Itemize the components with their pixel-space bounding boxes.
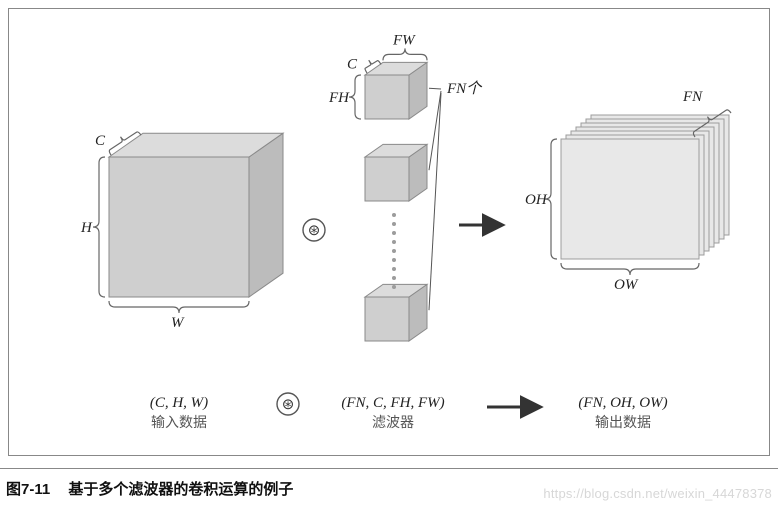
svg-text:FH: FH (328, 90, 350, 106)
footer-rule (0, 468, 778, 469)
svg-text:FN个: FN个 (446, 80, 483, 97)
svg-text:滤波器: 滤波器 (372, 415, 414, 431)
svg-text:C: C (347, 57, 358, 73)
svg-text:FW: FW (392, 32, 416, 48)
diagram-frame: H W C FW C FH FN个 FN OH OW ⊛ (C, H, W) 输入数据 (FN, C, F… (8, 8, 770, 456)
figure-number: 图7-11 (6, 481, 50, 498)
watermark-user: weixin_44478378 (668, 486, 772, 501)
svg-text:(FN, C, FH, FW): (FN, C, FH, FW) (341, 395, 444, 411)
svg-text:输出数据: 输出数据 (595, 415, 651, 431)
svg-text:(C, H, W): (C, H, W) (150, 395, 208, 411)
svg-text:OW: OW (614, 277, 639, 293)
diagram-svg: H W C FW C FH FN个 FN OH OW ⊛ (C, H, W) 输入数据 (FN, C, F… (9, 9, 771, 457)
svg-text:输入数据: 输入数据 (151, 415, 207, 431)
figure-caption: 图7-11 基于多个滤波器的卷积运算的例子 (6, 478, 293, 499)
svg-text:⊛: ⊛ (282, 397, 295, 413)
svg-text:(FN, OH, OW): (FN, OH, OW) (578, 395, 667, 411)
svg-text:⊛: ⊛ (308, 223, 321, 239)
svg-text:FN: FN (682, 89, 703, 105)
svg-text:C: C (95, 133, 106, 149)
watermark-prefix: https://blog.csdn.net/ (543, 486, 667, 501)
watermark: https://blog.csdn.net/weixin_44478378 (543, 486, 772, 501)
figure-caption-text: 基于多个滤波器的卷积运算的例子 (68, 481, 293, 498)
svg-text:W: W (171, 315, 185, 331)
svg-text:H: H (80, 220, 93, 236)
svg-text:OH: OH (525, 192, 548, 208)
